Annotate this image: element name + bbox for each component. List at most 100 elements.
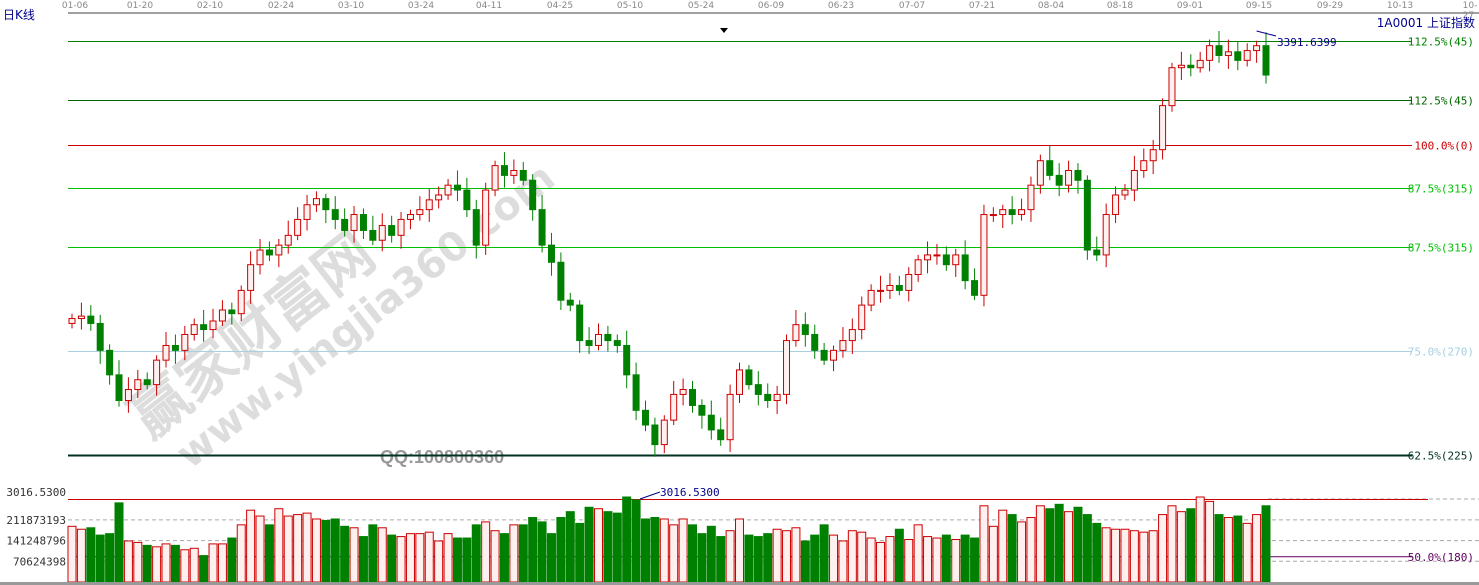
- candle-body: [971, 280, 979, 296]
- volume-bar: [528, 517, 538, 582]
- volume-bar: [565, 511, 575, 582]
- candle-body: [284, 234, 292, 246]
- volume-bar: [405, 533, 415, 582]
- candle-body: [453, 184, 461, 191]
- date-tick-label: 07-07: [898, 1, 926, 11]
- candle-body: [858, 304, 866, 331]
- volume-bar: [1129, 530, 1139, 582]
- candle-body: [726, 393, 734, 441]
- candle-body: [736, 369, 744, 395]
- high-price-label: 3391.6399: [1277, 36, 1337, 49]
- candle-body: [754, 384, 762, 395]
- low-price-label: 3016.5300: [660, 486, 720, 499]
- volume-bar: [725, 530, 735, 582]
- volume-bar: [227, 537, 237, 582]
- volume-bar: [932, 537, 942, 582]
- candle-body: [228, 309, 236, 315]
- volume-bar: [462, 537, 472, 582]
- volume-bar: [763, 533, 773, 582]
- candle-body: [200, 324, 208, 331]
- candle-body: [895, 285, 903, 291]
- candle-body: [519, 169, 527, 181]
- volume-bar: [1205, 500, 1215, 582]
- candle-body: [369, 229, 377, 241]
- candle-body: [444, 184, 452, 196]
- candle-body: [999, 209, 1007, 216]
- volume-bar: [838, 540, 848, 582]
- candle-body: [359, 214, 367, 231]
- volume-bar: [1242, 522, 1252, 582]
- candle-body: [952, 254, 960, 266]
- candle-body: [134, 379, 142, 391]
- date-axis: 01-06 01-20 02-10 02-24 03-10 03-24 04-11 04-25…: [62, 0, 1479, 21]
- volume-bar: [1261, 505, 1271, 582]
- volume-bar: [876, 541, 886, 582]
- volume-bar: [1214, 514, 1224, 582]
- volume-bar: [612, 512, 622, 582]
- scrollbar[interactable]: [0, 582, 1479, 585]
- candle-body: [613, 340, 621, 346]
- candle-body: [87, 315, 95, 324]
- volume-bar: [1223, 517, 1233, 582]
- volume-bar: [970, 537, 980, 582]
- volume-bar: [424, 531, 434, 582]
- candle-body: [256, 249, 264, 266]
- volume-bar: [678, 518, 688, 582]
- volume-bar: [1233, 515, 1243, 582]
- volume-bar: [434, 540, 444, 582]
- volume-bar: [105, 533, 115, 582]
- volume-bar: [537, 521, 547, 582]
- candle-body: [1234, 51, 1242, 61]
- candle-body: [312, 198, 320, 206]
- volume-bar: [631, 499, 641, 582]
- volume-bar: [67, 525, 77, 582]
- volume-bar: [791, 527, 801, 582]
- date-tick-label: 05-10: [616, 1, 644, 11]
- candle-body: [322, 198, 330, 211]
- volume-bar: [349, 527, 359, 582]
- volume-bar: [697, 533, 707, 582]
- candle-body: [303, 204, 311, 220]
- volume-bar: [556, 517, 566, 582]
- volume-bar: [1064, 511, 1074, 582]
- fib-level-label: 112.5%(45): [1408, 95, 1474, 108]
- candle-body: [1253, 45, 1261, 52]
- candle-body: [830, 349, 838, 361]
- candle-body: [1121, 189, 1129, 196]
- candle-body: [106, 349, 114, 376]
- candle-body: [294, 218, 302, 236]
- volume-bar: [1054, 503, 1064, 582]
- volume-bar: [885, 536, 895, 582]
- date-tick-label: 03-10: [337, 1, 365, 11]
- symbol-label: 1A0001 上证指数: [1376, 16, 1475, 30]
- date-tick-label: 08-18: [1106, 1, 1134, 11]
- date-tick-label: 08-04: [1037, 1, 1065, 11]
- volume-bar: [988, 525, 998, 582]
- candle-body: [547, 244, 555, 263]
- candle-body: [820, 349, 828, 361]
- volume-bar: [857, 531, 867, 582]
- volume-bar: [189, 547, 199, 582]
- volume-bar: [688, 524, 698, 582]
- candle-body: [924, 254, 932, 261]
- candle-body: [510, 169, 518, 176]
- volume-bar: [735, 518, 745, 582]
- volume-bar: [923, 536, 933, 582]
- volume-bar: [941, 534, 951, 582]
- candle-body: [566, 299, 574, 306]
- candle-body: [162, 344, 170, 361]
- volume-bar: [716, 536, 726, 582]
- candle-body: [435, 194, 443, 201]
- candle-body: [171, 344, 179, 351]
- volume-bar: [302, 512, 312, 582]
- candle-body: [877, 289, 885, 292]
- candle-body: [77, 315, 85, 320]
- date-tick-label: 03-24: [407, 1, 435, 11]
- candle-body: [1149, 149, 1157, 162]
- volume-bar: [1082, 514, 1092, 582]
- volume-bar: [86, 527, 96, 582]
- volume-bar: [951, 539, 961, 582]
- candle-body: [1159, 105, 1167, 151]
- volume-bar: [161, 543, 171, 582]
